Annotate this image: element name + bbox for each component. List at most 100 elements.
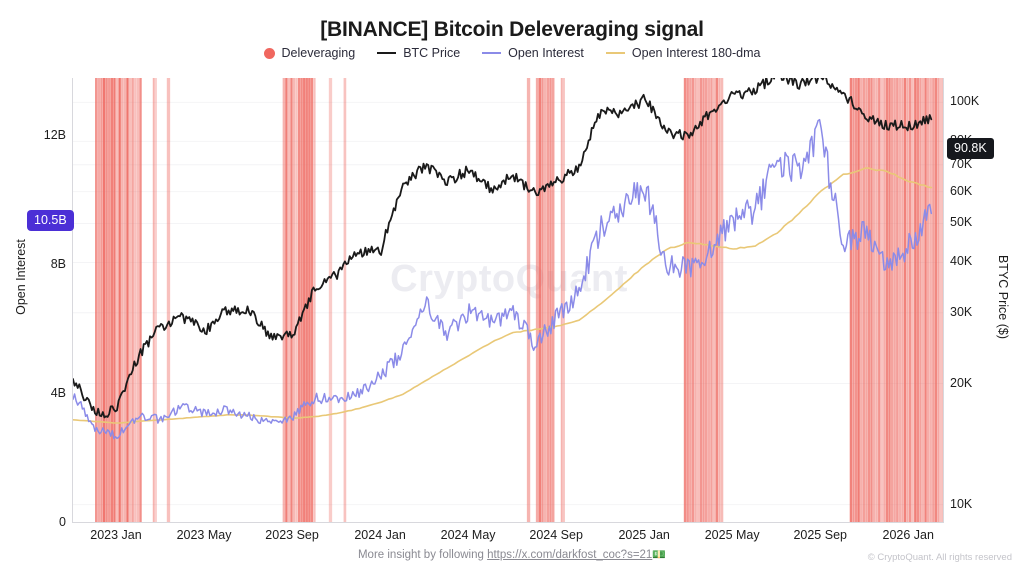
deleveraging-band (118, 78, 121, 522)
deleveraging-band (691, 78, 695, 522)
y-axis-right-tick: 60K (950, 183, 973, 198)
deleveraging-band (919, 78, 922, 522)
deleveraging-band (860, 78, 863, 522)
page-title: [BINANCE] Bitcoin Deleveraging signal (320, 18, 704, 41)
deleveraging-band (707, 78, 711, 522)
y-axis-right-title: BTYC Price ($) (996, 254, 1010, 340)
deleveraging-band (95, 78, 98, 522)
deleveraging-band (898, 78, 902, 522)
y-axis-left-tick: 8B (50, 257, 66, 272)
deleveraging-band (862, 78, 865, 522)
deleveraging-band (285, 78, 288, 522)
deleveraging-band (105, 78, 108, 522)
deleveraging-band (134, 78, 137, 522)
deleveraging-band (297, 78, 301, 522)
deleveraging-band (683, 78, 687, 522)
deleveraging-band (300, 78, 303, 522)
plot-area[interactable]: CryptoQuant (72, 78, 944, 523)
x-axis-tick: 2023 Jan (90, 528, 142, 542)
deleveraging-circle-icon (263, 47, 275, 59)
x-axis-tick: 2023 May (176, 528, 232, 542)
legend-label-open-interest: Open Interest (508, 46, 584, 60)
deleveraging-band (328, 78, 333, 522)
deleveraging-band (295, 78, 298, 522)
footer-note: More insight by following https://x.com/… (0, 548, 1024, 561)
deleveraging-band (865, 78, 868, 522)
y-axis-right-ticks: 10K20K30K40K50K60K70K80K100K (950, 0, 1024, 576)
deleveraging-band (562, 78, 565, 522)
deleveraging-band (551, 78, 555, 522)
deleveraging-band (932, 78, 935, 522)
chart-legend: Deleveraging BTC Price Open Interest Ope… (0, 46, 1024, 60)
deleveraging-band (870, 78, 873, 522)
deleveraging-band (136, 78, 140, 522)
deleveraging-band (303, 78, 306, 522)
deleveraging-band (139, 78, 142, 522)
deleveraging-band (939, 78, 943, 522)
deleveraging-band (689, 78, 692, 522)
deleveraging-band (287, 78, 291, 522)
footer-note-prefix: More insight by following (357, 549, 488, 561)
deleveraging-band (292, 78, 296, 522)
x-axis-tick: 2026 Jan (882, 528, 934, 542)
legend-label-open-interest-180dma: Open Interest 180-dma (631, 46, 761, 60)
deleveraging-band (934, 78, 938, 522)
deleveraging-band (115, 78, 119, 522)
deleveraging-band (282, 78, 285, 522)
series-line (73, 78, 933, 419)
deleveraging-band (929, 78, 932, 522)
deleveraging-band (121, 78, 124, 522)
series-open-interest-180dma (73, 167, 933, 424)
x-axis-tick: 2024 May (440, 528, 496, 542)
deleveraging-band (888, 78, 891, 522)
deleveraging-band (937, 78, 940, 522)
deleveraging-band (890, 78, 894, 522)
legend-item-btc-price[interactable]: BTC Price (377, 46, 460, 60)
deleveraging-band (102, 78, 106, 522)
deleveraging-band (313, 78, 316, 522)
deleveraging-band (916, 78, 920, 522)
y-axis-left-tick: 4B (50, 386, 66, 400)
deleveraging-band (305, 78, 308, 522)
deleveraging-band (546, 78, 550, 522)
money-emoji-icon: 💵 (652, 549, 667, 561)
deleveraging-band (704, 78, 708, 522)
series-line (73, 167, 933, 424)
deleveraging-band (699, 78, 703, 522)
legend-label-btc-price: BTC Price (403, 46, 461, 60)
deleveraging-band (166, 78, 171, 522)
deleveraging-band (343, 78, 347, 522)
deleveraging-band (113, 78, 116, 522)
deleveraging-band (131, 78, 134, 522)
legend-item-deleveraging[interactable]: Deleveraging (263, 46, 356, 60)
y-axis-left-ticks: 0 4B 8B 12B (0, 0, 66, 576)
deleveraging-band (880, 78, 884, 522)
deleveraging-band (718, 78, 721, 522)
legend-item-open-interest[interactable]: Open Interest (482, 46, 584, 60)
legend-label-deleveraging: Deleveraging (281, 46, 356, 60)
legend-item-open-interest-180dma[interactable]: Open Interest 180-dma (605, 46, 761, 60)
deleveraging-band (100, 78, 103, 522)
footer-link[interactable]: https://x.com/darkfost_coc?s=21 (487, 549, 653, 561)
copyright-text: © CryptoQuant. All rights reserved (867, 552, 1012, 563)
y-axis-right-tick: 70K (950, 156, 973, 171)
deleveraging-band (97, 78, 101, 522)
deleveraging-band (710, 78, 713, 522)
deleveraging-band (906, 78, 909, 522)
deleveraging-band (549, 78, 552, 522)
deleveraging-band (867, 78, 871, 522)
deleveraging-band (543, 78, 547, 522)
deleveraging-band (857, 78, 860, 522)
deleveraging-band (914, 78, 917, 522)
gridlines (73, 101, 943, 506)
y-axis-right-tick: 40K (950, 254, 973, 269)
deleveraging-band (560, 78, 563, 522)
deleveraging-band (903, 78, 907, 522)
open-interest-value-badge: 10.5B (27, 210, 74, 231)
chart-canvas (73, 78, 943, 522)
deleveraging-band (854, 78, 858, 522)
deleveraging-band (126, 78, 129, 522)
y-axis-right-tick: 10K (950, 496, 973, 511)
x-axis-tick: 2025 Sep (793, 528, 847, 542)
x-axis-tick: 2025 May (704, 528, 760, 542)
